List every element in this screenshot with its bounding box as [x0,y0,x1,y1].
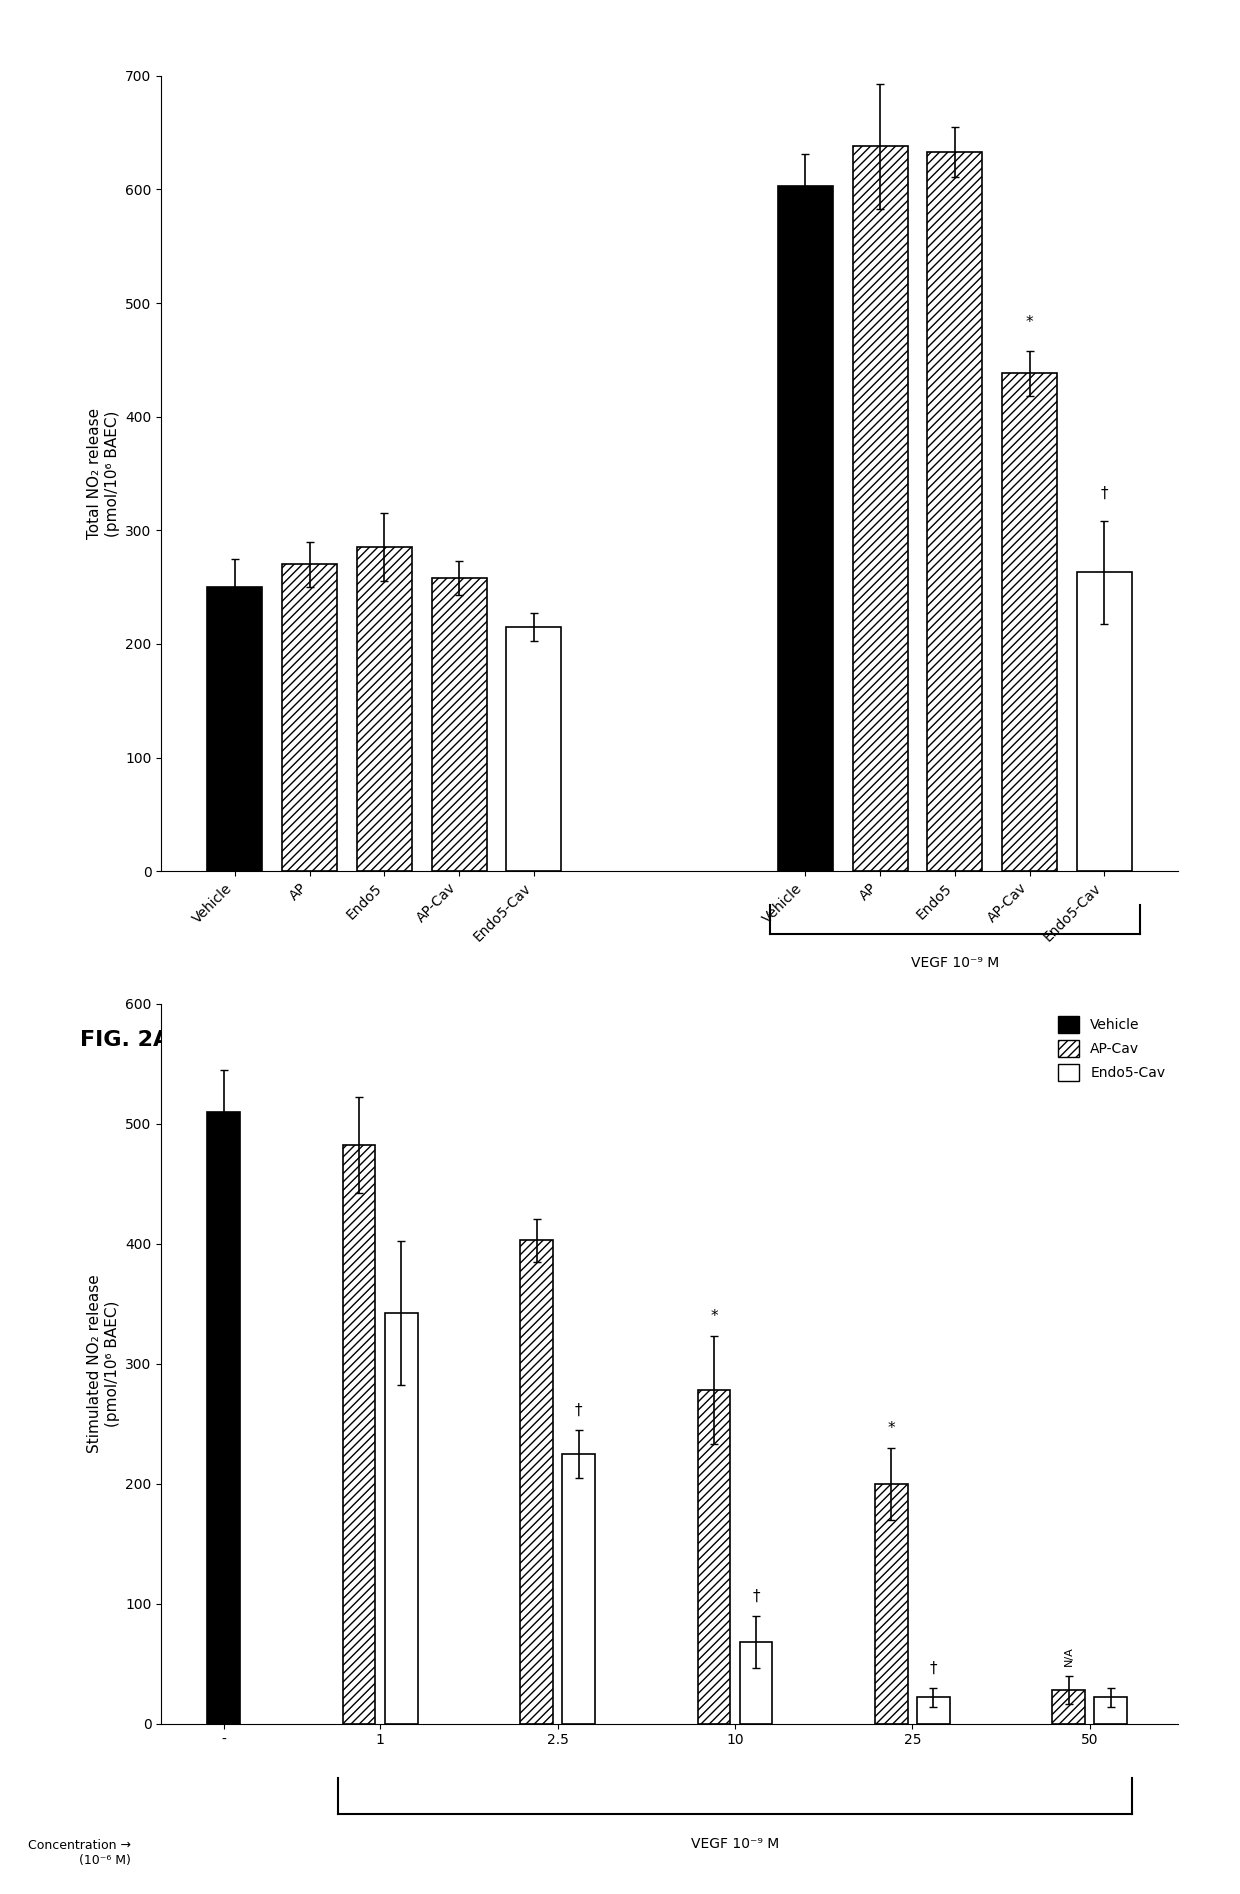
Y-axis label: Total NO₂ release
(pmol/10⁶ BAEC): Total NO₂ release (pmol/10⁶ BAEC) [87,407,119,540]
Bar [928,152,982,871]
Text: FIG. 2A: FIG. 2A [79,1030,170,1051]
Text: *: * [1025,314,1033,330]
Text: VEGF 10⁻⁹ M: VEGF 10⁻⁹ M [691,1837,779,1852]
Text: †: † [930,1661,937,1676]
Bar [357,547,412,871]
Bar [283,564,337,871]
Bar [1002,373,1056,871]
Bar [521,1241,553,1724]
Bar [207,1112,241,1724]
Text: *: * [711,1309,718,1324]
Bar [207,587,263,871]
Bar [1053,1689,1085,1724]
Bar [384,1313,418,1724]
Legend: Vehicle, AP-Cav, Endo5-Cav: Vehicle, AP-Cav, Endo5-Cav [1053,1011,1171,1087]
Text: †: † [1100,485,1109,500]
Text: †: † [753,1589,760,1604]
Bar [1076,572,1132,871]
Bar [562,1455,595,1724]
Text: †: † [575,1403,583,1417]
Bar [506,627,562,871]
Bar [432,578,486,871]
Bar [853,146,908,871]
Bar [875,1483,908,1724]
Bar [739,1642,773,1724]
Text: N/A: N/A [1064,1646,1074,1667]
Bar [698,1390,730,1724]
Text: Concentration →
(10⁻⁶ M): Concentration → (10⁻⁶ M) [27,1839,130,1867]
Text: VEGF 10⁻⁹ M: VEGF 10⁻⁹ M [910,956,999,970]
Bar [342,1146,376,1724]
Bar [918,1697,950,1724]
Y-axis label: Stimulated NO₂ release
(pmol/10⁶ BAEC): Stimulated NO₂ release (pmol/10⁶ BAEC) [87,1275,119,1453]
Bar [777,186,833,871]
Text: *: * [888,1420,895,1436]
Bar [1095,1697,1127,1724]
